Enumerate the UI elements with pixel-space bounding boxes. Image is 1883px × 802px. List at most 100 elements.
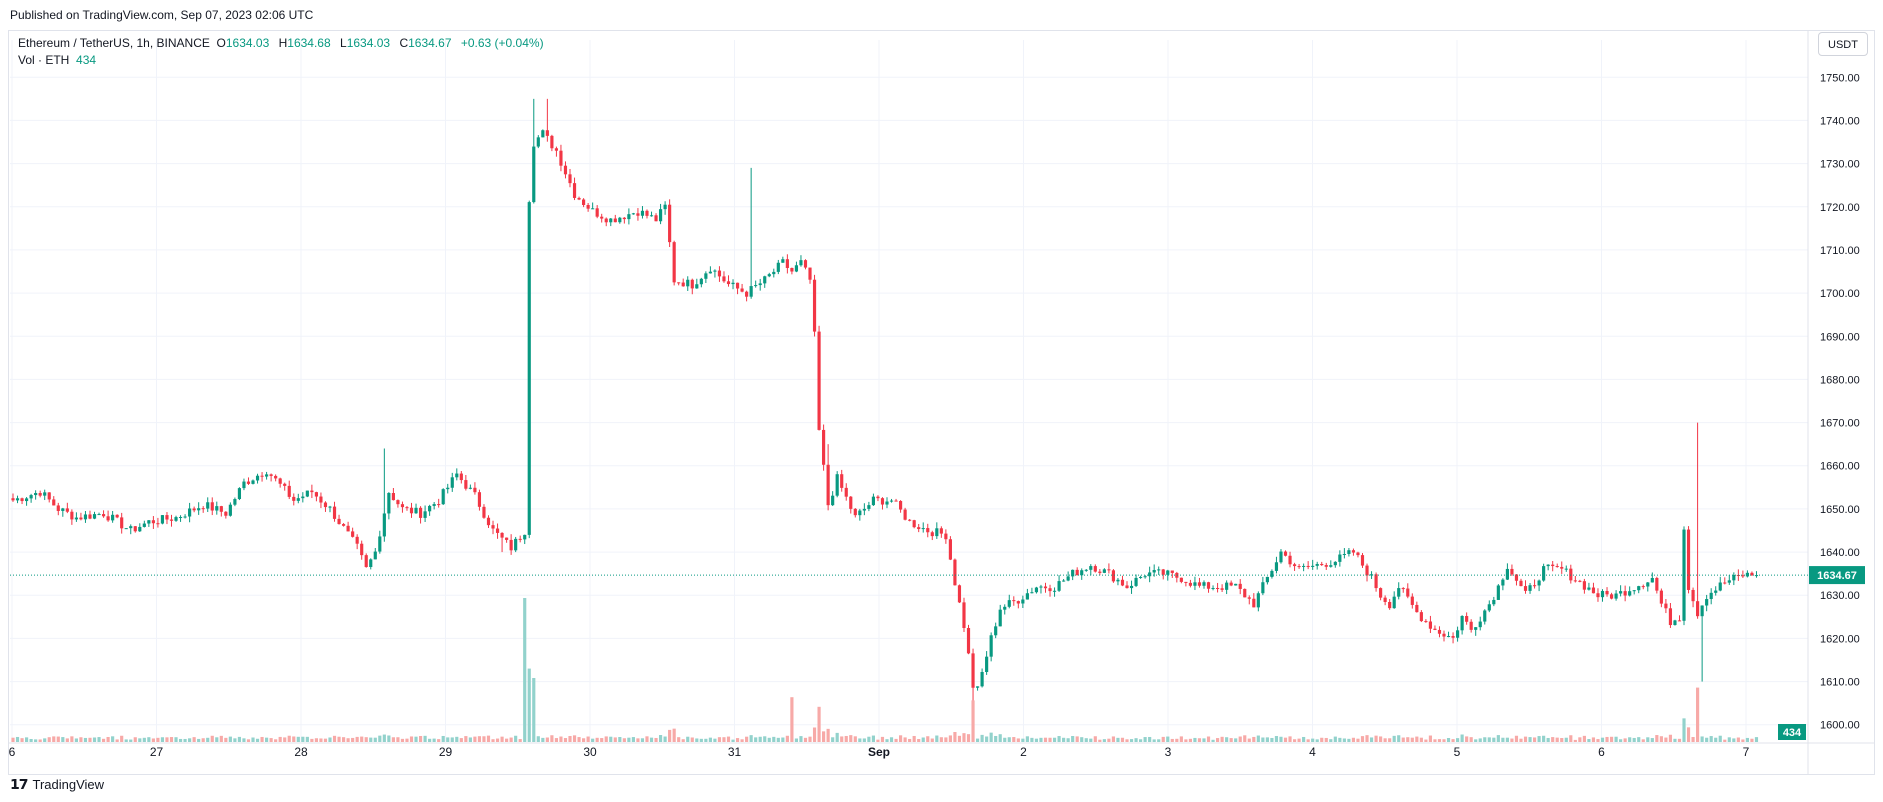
candle-body bbox=[930, 532, 934, 537]
candle-body bbox=[206, 502, 210, 509]
volume-bar bbox=[1564, 737, 1568, 742]
volume-bar bbox=[1152, 739, 1156, 742]
candle-body bbox=[699, 278, 703, 285]
candle-body bbox=[1048, 588, 1052, 592]
currency-button[interactable]: USDT bbox=[1818, 32, 1868, 56]
candle-body bbox=[1514, 574, 1519, 581]
candle-body bbox=[686, 279, 690, 287]
tradingview-logo-icon[interactable]: 𝟭𝟳 bbox=[10, 776, 29, 792]
volume-bar bbox=[541, 737, 545, 742]
candle-body bbox=[1564, 568, 1568, 570]
candle-body bbox=[34, 493, 38, 496]
candle-body bbox=[459, 473, 463, 481]
legend-low: 1634.03 bbox=[346, 36, 391, 50]
candle-body bbox=[912, 520, 916, 528]
volume-bar bbox=[382, 734, 386, 742]
volume-bar bbox=[1057, 736, 1061, 742]
volume-bar bbox=[1071, 736, 1075, 742]
volume-bar bbox=[772, 736, 776, 742]
candle-body bbox=[1419, 612, 1423, 622]
candle-body bbox=[423, 511, 427, 518]
candle-body bbox=[1229, 582, 1233, 586]
candle-body bbox=[568, 174, 572, 184]
volume-bar bbox=[1460, 734, 1464, 742]
volume-bar bbox=[255, 738, 260, 742]
candle-body bbox=[1283, 551, 1288, 556]
candle-body bbox=[926, 528, 930, 533]
volume-bar bbox=[156, 737, 160, 742]
volume-bar bbox=[441, 735, 445, 742]
volume-bar bbox=[1745, 737, 1749, 742]
volume-bar bbox=[1406, 737, 1410, 742]
volume-bar bbox=[1591, 737, 1596, 742]
candle-body bbox=[323, 502, 328, 508]
volume-bar bbox=[822, 731, 826, 742]
volume-bar bbox=[908, 738, 912, 742]
volume-bar bbox=[1723, 739, 1727, 742]
candle-body bbox=[668, 204, 672, 243]
candle-body bbox=[1388, 601, 1392, 609]
candle-body bbox=[495, 528, 500, 533]
volume-bar bbox=[1003, 737, 1007, 742]
volume-bar bbox=[38, 739, 42, 742]
volume-bar bbox=[106, 736, 110, 742]
candle-body bbox=[649, 215, 654, 217]
volume-bar bbox=[781, 737, 785, 742]
candle-body bbox=[1555, 566, 1559, 568]
volume-bar bbox=[1532, 737, 1537, 742]
y-tick-label: 1620.00 bbox=[1820, 633, 1860, 645]
volume-bar bbox=[1311, 738, 1315, 742]
volume-bar bbox=[686, 736, 690, 742]
candle-body bbox=[500, 532, 504, 538]
volume-bar bbox=[65, 738, 69, 742]
candle-body bbox=[224, 511, 228, 516]
volume-bar bbox=[500, 736, 504, 742]
volume-bar bbox=[1347, 738, 1351, 742]
candle-body bbox=[1116, 579, 1120, 582]
x-tick-label: 6 bbox=[1598, 745, 1605, 759]
volume-bar bbox=[1256, 735, 1260, 742]
volume-bar bbox=[1437, 739, 1442, 742]
volume-bar bbox=[1274, 736, 1279, 742]
candle-body bbox=[1021, 599, 1025, 604]
y-tick-label: 1650.00 bbox=[1820, 504, 1860, 516]
volume-bar bbox=[1360, 736, 1365, 742]
volume-bar bbox=[1247, 738, 1251, 742]
candle-body bbox=[1075, 569, 1079, 576]
candle-body bbox=[43, 492, 47, 496]
volume-bar bbox=[1637, 737, 1641, 742]
volume-bar bbox=[640, 738, 645, 742]
candle-body bbox=[1691, 589, 1695, 602]
volume-bar bbox=[1528, 737, 1532, 742]
legend-volume: 434 bbox=[76, 53, 97, 67]
volume-bar bbox=[1388, 738, 1392, 742]
volume-bar bbox=[1655, 735, 1659, 742]
footer-brand[interactable]: TradingView bbox=[32, 777, 105, 792]
volume-bar bbox=[468, 737, 472, 742]
volume-bar bbox=[767, 737, 771, 742]
legend-open: 1634.03 bbox=[225, 36, 270, 50]
legend-volume-label[interactable]: Vol · ETH bbox=[18, 53, 70, 67]
legend-symbol[interactable]: Ethereum / TetherUS, 1h, BINANCE bbox=[18, 36, 210, 50]
candle-body bbox=[867, 505, 871, 509]
volume-bar bbox=[197, 738, 201, 742]
volume-bar bbox=[1234, 738, 1238, 742]
candle-body bbox=[572, 183, 577, 198]
volume-bar bbox=[559, 736, 563, 742]
candle-body bbox=[1338, 554, 1342, 562]
candle-body bbox=[1383, 597, 1387, 602]
volume-bar bbox=[523, 598, 527, 742]
candle-body bbox=[1247, 597, 1251, 599]
candle-body bbox=[1143, 576, 1147, 578]
candle-body bbox=[1596, 593, 1600, 598]
candle-body bbox=[1727, 580, 1731, 583]
volume-bar bbox=[1483, 737, 1487, 742]
volume-bar bbox=[1329, 739, 1333, 742]
candle-body bbox=[1415, 604, 1419, 613]
volume-bar bbox=[1179, 736, 1183, 742]
volume-bar bbox=[944, 737, 948, 742]
volume-bar bbox=[985, 736, 989, 742]
candle-body bbox=[1265, 576, 1269, 583]
volume-bar bbox=[174, 737, 178, 742]
